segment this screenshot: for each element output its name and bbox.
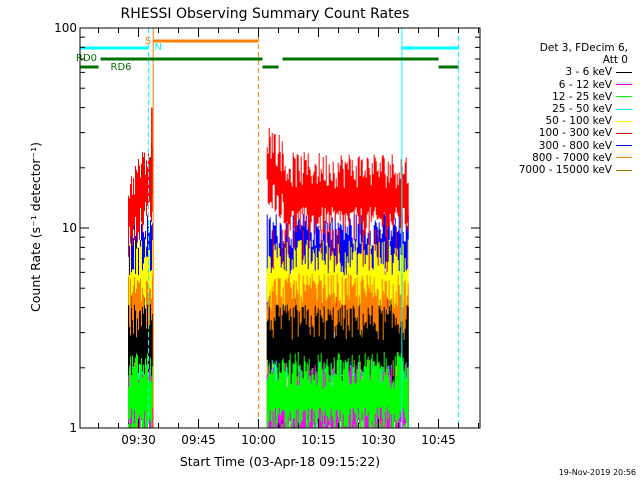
axes-frame: 09:30 09:45 10:00 10:15 10:30 10:45 1 10 100: [54, 21, 481, 447]
y-tick-label-2: 100: [54, 21, 77, 35]
series-trace-0: [266, 304, 409, 428]
legend-entry: 100 - 300 keV: [482, 127, 632, 139]
legend-label: 50 - 100 keV: [545, 115, 612, 128]
legend-swatch: [616, 120, 632, 122]
legend-entry: 3 - 6 keV: [482, 66, 632, 78]
flag-label-rd6: RD6: [111, 62, 132, 73]
x-tick-label-2: 10:00: [241, 433, 276, 447]
legend-swatch: [616, 157, 632, 159]
x-axis-label: Start Time (03-Apr-18 09:15:22): [180, 454, 380, 469]
series-trace-0: [128, 304, 153, 428]
legend-label: 300 - 800 keV: [538, 139, 612, 152]
flag-label-s: S: [145, 36, 151, 47]
legend: Det 3, FDecim 6, Att 0 3 - 6 keV 6 - 12 k…: [482, 42, 632, 176]
generation-timestamp: 19-Nov-2019 20:56: [558, 468, 636, 477]
x-tick-label-1: 09:45: [181, 433, 216, 447]
legend-label: 3 - 6 keV: [565, 66, 612, 79]
chart-title: RHESSI Observing Summary Count Rates: [121, 6, 410, 22]
legend-label: 12 - 25 keV: [552, 90, 612, 103]
flag-label-rd0: RD0: [76, 53, 97, 64]
plot-area: SN RD0 RD6: [76, 28, 460, 428]
legend-swatch: [616, 84, 632, 86]
x-tick-label-5: 10:45: [421, 433, 456, 447]
x-tick-label-3: 10:15: [301, 433, 336, 447]
legend-swatch: [616, 96, 632, 98]
legend-swatch: [616, 72, 632, 73]
legend-entry: 6 - 12 keV: [482, 79, 632, 91]
legend-entry: 7000 - 15000 keV: [482, 164, 632, 176]
y-axis-label: Count Rate (s⁻¹ detector⁻¹): [28, 142, 43, 312]
legend-entry: 12 - 25 keV: [482, 91, 632, 103]
y-tick-label-0: 1: [69, 421, 77, 435]
legend-swatch: [616, 169, 632, 171]
x-tick-label-4: 10:30: [361, 433, 396, 447]
legend-swatch: [616, 145, 632, 147]
flag-label-n: N: [155, 42, 162, 53]
legend-header-line-1: Det 3, FDecim 6,: [539, 42, 628, 54]
legend-entry: 800 - 7000 keV: [482, 152, 632, 164]
legend-label: 100 - 300 keV: [538, 127, 612, 140]
legend-swatch: [616, 108, 632, 110]
legend-entry: 50 - 100 keV: [482, 115, 632, 127]
series-trace-2: [266, 352, 409, 428]
legend-label: 800 - 7000 keV: [532, 151, 612, 164]
legend-label: 25 - 50 keV: [552, 103, 612, 116]
legend-label: 6 - 12 keV: [558, 78, 612, 91]
legend-header-line-2: Att 0: [602, 54, 628, 67]
legend-swatch: [616, 133, 632, 135]
x-tick-label-0: 09:30: [121, 433, 156, 447]
y-tick-label-1: 10: [62, 221, 77, 235]
legend-entry: 25 - 50 keV: [482, 103, 632, 115]
legend-entry: 300 - 800 keV: [482, 140, 632, 152]
legend-label: 7000 - 15000 keV: [518, 164, 612, 177]
